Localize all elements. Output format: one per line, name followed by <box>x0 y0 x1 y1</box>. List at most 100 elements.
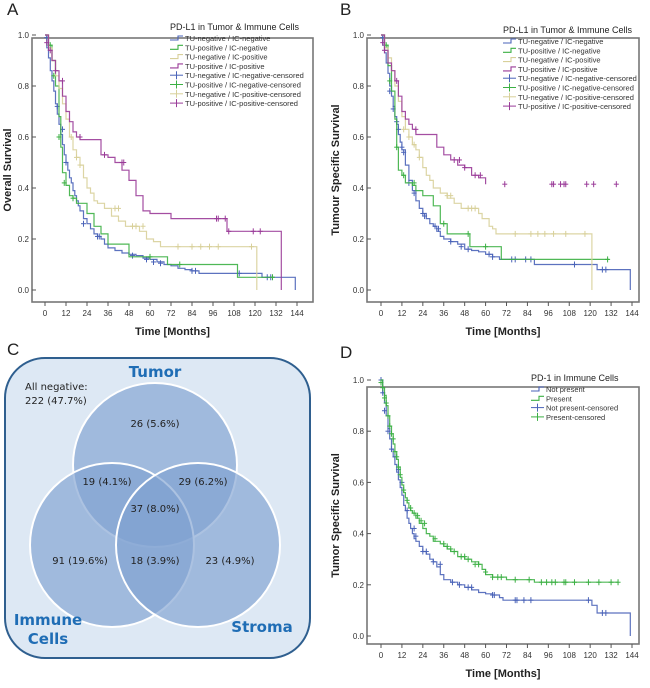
y-tick-label: 1.0 <box>18 31 30 40</box>
legend-step-icon <box>503 47 516 53</box>
legend-item: TU-positive / IC-positive-censored <box>170 99 298 108</box>
km-chart-overall-survival: 0.0 0.2 0.4 0.6 0.8 1.0 0 12 24 36 48 60 72 84 96 108 12… <box>2 22 314 338</box>
y-tick-label: 1.0 <box>353 376 365 385</box>
y-tick-label: 0.0 <box>353 286 365 295</box>
survival-curve-3 <box>45 34 258 290</box>
x-tick-label: 132 <box>604 651 618 660</box>
panel-label-a: A <box>7 0 19 19</box>
legend-item: Present-censored <box>531 413 605 422</box>
legend-label: TU-positive / IC-positive <box>518 65 598 74</box>
legend-label: TU-negative / IC-negative <box>518 37 603 46</box>
legend-title: PD-L1 in Tumor & Immune Cells <box>503 25 633 35</box>
x-tick-label: 24 <box>418 309 427 318</box>
venn-outside-label-2: 222 (47.7%) <box>25 396 87 407</box>
legend-label: TU-positive / IC-negative <box>185 43 268 52</box>
x-tick-label: 84 <box>523 309 532 318</box>
y-tick-label: 0.8 <box>353 82 365 91</box>
x-tick-label: 120 <box>583 651 597 660</box>
legend-label: Present-censored <box>546 413 605 422</box>
plot-frame <box>31 37 314 303</box>
x-axis-label: Time [Months] <box>466 668 541 680</box>
legend-label: TU-negative / IC-positive <box>518 56 601 65</box>
legend-label: TU-negative / IC-negative-censored <box>185 71 304 80</box>
km-chart-tumour-specific-survival: 0.0 0.2 0.4 0.6 0.8 1.0 0 12 24 36 48 60 72 84 96 108 12… <box>330 25 640 338</box>
plot-frame <box>366 386 640 645</box>
legend-label: Present <box>546 394 573 403</box>
legend-item: TU-positive / IC-negative-censored <box>170 80 301 90</box>
x-tick-label: 48 <box>460 309 469 318</box>
legend-item: TU-negative / IC-positive-censored <box>170 89 301 99</box>
y-tick-label: 0.0 <box>353 632 365 641</box>
x-tick-label: 36 <box>439 309 448 318</box>
x-tick-label: 36 <box>439 651 448 660</box>
venn-region-all-three: 37 (8.0%) <box>130 504 179 515</box>
x-tick-label: 108 <box>227 309 241 318</box>
x-tick-label: 60 <box>146 309 155 318</box>
legend-item: Not present <box>531 385 586 394</box>
y-tick-label: 0.6 <box>18 133 30 142</box>
x-tick-label: 72 <box>502 651 511 660</box>
x-tick-label: 60 <box>481 651 490 660</box>
x-tick-label: 108 <box>563 309 577 318</box>
x-tick-label: 72 <box>167 309 176 318</box>
x-tick-label: 12 <box>397 309 406 318</box>
legend-title: PD-L1 in Tumor & Immune Cells <box>170 22 300 32</box>
panel-label-b: B <box>340 0 352 19</box>
venn-region-stroma-only: 23 (4.9%) <box>205 556 254 567</box>
venn-set-label-immune-1: Immune <box>14 611 82 629</box>
venn-region-tumor-immune: 19 (4.1%) <box>82 477 131 488</box>
legend-label: TU-negative / IC-positive-censored <box>518 93 634 102</box>
legend-item: TU-negative / IC-negative <box>503 37 603 46</box>
x-tick-label: 120 <box>248 309 262 318</box>
y-axis-label: Overall Survival <box>2 128 14 211</box>
y-tick-label: 0.2 <box>18 235 30 244</box>
legend-item: TU-negative / IC-positive <box>170 53 268 62</box>
y-tick-label: 0.4 <box>18 184 30 193</box>
y-tick-label: 0.2 <box>353 235 365 244</box>
x-tick-label: 60 <box>481 309 490 318</box>
y-tick-label: 0.4 <box>353 530 365 539</box>
x-tick-label: 96 <box>544 309 553 318</box>
legend-label: TU-negative / IC-positive <box>185 53 268 62</box>
x-tick-label: 120 <box>583 309 597 318</box>
legend-step-icon <box>170 35 183 41</box>
y-tick-label: 0.2 <box>353 581 365 590</box>
x-tick-label: 24 <box>418 651 427 660</box>
legend-label: TU-positive / IC-negative <box>518 46 601 55</box>
legend-step-icon <box>531 395 544 401</box>
legend-label: TU-positive / IC-negative-censored <box>518 84 634 93</box>
x-tick-label: 0 <box>43 309 48 318</box>
x-tick-label: 108 <box>563 651 577 660</box>
survival-curve-4 <box>45 34 282 290</box>
x-tick-label: 12 <box>62 309 71 318</box>
legend-step-icon <box>503 57 516 63</box>
y-tick-label: 0.4 <box>353 184 365 193</box>
legend-label: TU-negative / IC-positive-censored <box>185 90 301 99</box>
legend-item: TU-negative / IC-negative <box>170 34 270 43</box>
venn-region-tumor-only: 26 (5.6%) <box>130 419 179 430</box>
venn-set-label-immune-2: Cells <box>28 630 68 648</box>
survival-curve-1 <box>381 379 631 636</box>
legend-item: TU-positive / IC-positive-censored <box>503 102 631 111</box>
x-tick-label: 0 <box>379 309 384 318</box>
x-tick-label: 144 <box>625 309 639 318</box>
panel-label-d: D <box>340 343 353 362</box>
x-tick-label: 144 <box>290 309 304 318</box>
legend-label: TU-positive / IC-positive-censored <box>185 99 298 108</box>
y-tick-label: 0.8 <box>353 427 365 436</box>
x-tick-label: 12 <box>397 651 406 660</box>
y-tick-label: 0.6 <box>353 133 365 142</box>
venn-diagram-pdl1-compartments: Tumor Immune Cells Stroma All negative: … <box>4 357 311 659</box>
legend-step-icon <box>170 63 183 69</box>
x-tick-label: 84 <box>188 309 197 318</box>
venn-outside-label-1: All negative: <box>25 382 88 393</box>
survival-curve-3 <box>381 34 593 290</box>
legend-item: TU-positive / IC-negative <box>170 43 268 52</box>
survival-curve-2 <box>381 34 610 260</box>
y-axis-label: Tumor Specific Survival <box>330 453 342 578</box>
legend-step-icon <box>531 386 544 392</box>
venn-set-label-tumor: Tumor <box>129 363 182 381</box>
y-axis-label: Tumour Specific Survival <box>330 104 342 235</box>
panel-label-c: C <box>7 340 20 359</box>
x-tick-label: 84 <box>523 651 532 660</box>
